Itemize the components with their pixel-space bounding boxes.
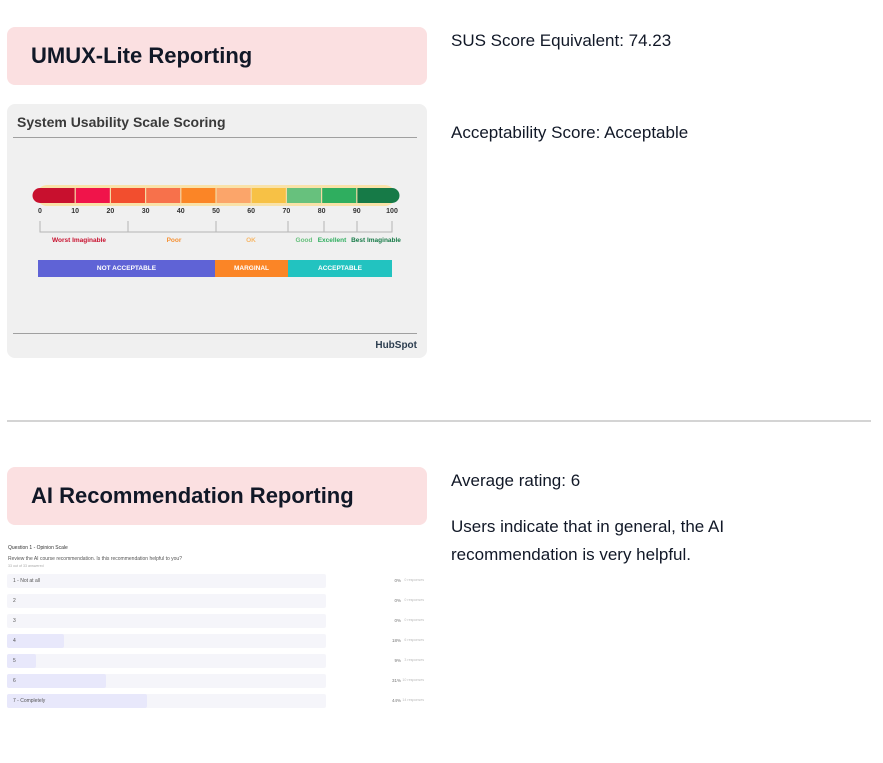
scale-segment (180, 188, 217, 203)
tick-label: 100 (386, 208, 398, 215)
ai-section-header: AI Recommendation Reporting (7, 467, 427, 525)
rating-percent: 9% (394, 658, 401, 663)
rating-responses: 0 responses (404, 618, 424, 622)
average-rating: Average rating: 6 (451, 471, 581, 490)
rating-percent: 31% (391, 678, 401, 683)
rating-label: 2 (13, 598, 16, 604)
scale-cap (384, 188, 400, 203)
rating-track (7, 574, 326, 588)
scale-bracket (39, 221, 129, 233)
tick-label: 0 (38, 208, 42, 215)
rating-responses: 0 responses (404, 578, 424, 582)
rating-percent: 0% (394, 578, 401, 583)
rating-row: 3 0% 0 responses (7, 614, 427, 628)
rating-fill (7, 674, 106, 688)
rating-fill (7, 634, 65, 648)
category-label: OK (246, 237, 256, 244)
rating-label: 7 - Completely (13, 698, 46, 704)
rating-track (7, 634, 326, 648)
rating-responses: 10 responses (402, 678, 424, 682)
acceptability-score: Acceptability Score: Acceptable (451, 123, 689, 142)
rating-track (7, 614, 326, 628)
band-not-acceptable: NOT ACCEPTABLE (38, 260, 215, 277)
tick-label: 40 (176, 208, 185, 215)
rating-track (7, 654, 326, 668)
scale-bracket (127, 221, 217, 233)
category-label: Worst Imaginable (51, 237, 107, 244)
category-label: Excellent (317, 237, 347, 244)
rating-responses: 0 responses (404, 598, 424, 602)
rating-fill (7, 694, 148, 708)
rating-responses: 14 responses (402, 698, 424, 702)
umux-section-header: UMUX-Lite Reporting (7, 27, 427, 85)
ai-section-title: AI Recommendation Reporting (31, 483, 354, 508)
rating-percent: 44% (391, 698, 401, 703)
umux-section-title: UMUX-Lite Reporting (31, 43, 253, 68)
scale-segment (286, 188, 323, 203)
tick-label: 60 (247, 208, 256, 215)
rating-row: 2 0% 0 responses (7, 594, 427, 608)
rating-row: 5 9% 3 responses (7, 654, 427, 668)
scale-segment (110, 188, 147, 203)
tick-label: 10 (71, 208, 80, 215)
band-marginal-label: MARGINAL (233, 265, 270, 272)
answered-count: 33 out of 33 answered (8, 564, 44, 568)
scale-segment (75, 188, 111, 203)
scale-segment (251, 188, 287, 203)
category-label: Poor (166, 237, 182, 244)
rating-row: 4 18% 6 responses (7, 634, 427, 648)
sus-scoring-image: System Usability Scale Scoring 0 10 20 30 40… (7, 104, 427, 358)
rating-track (7, 594, 326, 608)
tick-label: 30 (141, 208, 150, 215)
scale-segment (145, 188, 182, 203)
scale-segment (40, 188, 76, 203)
band-not-acceptable-label: NOT ACCEPTABLE (96, 265, 157, 272)
tick-label: 70 (282, 208, 291, 215)
tick-label: 20 (106, 208, 115, 215)
rating-label: 3 (13, 618, 16, 624)
rating-label: 6 (13, 678, 16, 684)
scale-segment (321, 188, 358, 203)
question-title: Question 1 - Opinion Scale (8, 545, 68, 551)
band-acceptable: ACCEPTABLE (288, 260, 392, 277)
ai-ratings-screenshot: Question 1 - Opinion Scale Review the AI… (7, 540, 427, 715)
rating-row: 7 - Completely 44% 14 responses (7, 694, 427, 708)
scale-segment (356, 188, 393, 203)
tick-label: 50 (212, 208, 220, 215)
band-acceptable-label: ACCEPTABLE (318, 265, 362, 272)
rating-label: 4 (13, 638, 16, 644)
category-label: Best Imaginable (351, 237, 401, 244)
rating-percent: 0% (394, 598, 401, 603)
tick-label: 80 (317, 208, 326, 215)
tick-label: 90 (352, 208, 361, 215)
rating-track (7, 674, 326, 688)
scale-bracket (215, 221, 289, 233)
sus-scale-graphic (32, 185, 400, 233)
scale-cap (32, 188, 48, 203)
rating-label: 5 (13, 658, 16, 664)
rating-label: 1 - Not at all (13, 578, 40, 584)
scale-bracket (356, 221, 393, 233)
scale-bracket (323, 221, 358, 233)
rating-fill (7, 654, 36, 668)
rating-track (7, 694, 326, 708)
band-marginal: MARGINAL (215, 260, 288, 277)
scale-segment (216, 188, 252, 203)
sus-image-bottom-rule (13, 333, 417, 334)
sus-image-title: System Usability Scale Scoring (17, 114, 226, 130)
rating-row: 1 - Not at all 0% 0 responses (7, 574, 427, 588)
rating-row: 6 31% 10 responses (7, 674, 427, 688)
hubspot-logo: HubSpot (375, 340, 417, 351)
rating-percent: 18% (391, 638, 401, 643)
rating-responses: 3 responses (404, 658, 424, 662)
category-label: Good (295, 237, 313, 244)
section-divider (7, 420, 871, 422)
sus-image-top-rule (13, 137, 417, 138)
scale-bracket (287, 221, 325, 233)
ai-summary: Users indicate that in general, the AI r… (451, 517, 725, 564)
rating-percent: 0% (394, 618, 401, 623)
sus-score-equivalent: SUS Score Equivalent: 74.23 (451, 31, 672, 50)
question-text: Review the AI course recommendation. Is … (8, 556, 182, 562)
rating-responses: 6 responses (404, 638, 424, 642)
